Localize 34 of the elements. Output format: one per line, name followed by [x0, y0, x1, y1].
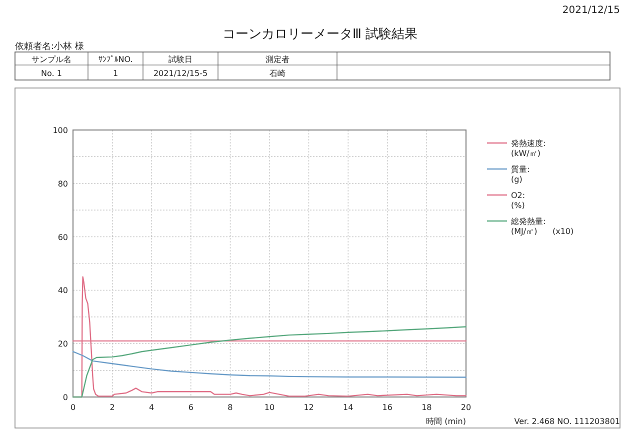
ytick: 100 — [52, 126, 68, 135]
ytick: 40 — [58, 286, 68, 296]
xtick: 20 — [460, 403, 472, 412]
xtick: 10 — [264, 403, 275, 412]
xtick: 16 — [382, 403, 392, 412]
annotation: 測定者 — [266, 55, 290, 64]
annotation: Ver. 2.468 NO. 111203801 — [514, 417, 620, 426]
xtick: 6 — [188, 403, 194, 412]
annotation: 2021/12/15-5 — [153, 69, 208, 78]
xtick: 2 — [110, 403, 115, 412]
title: コーンカロリーメータⅢ 試験結果 — [222, 27, 418, 42]
annotation: ｻﾝﾌﾟﾙNO. — [98, 55, 133, 64]
xtick: 4 — [149, 403, 154, 412]
annotation: No. 1 — [41, 69, 62, 78]
annotation: 1 — [112, 69, 118, 78]
annotation: サンプル名 — [32, 55, 72, 64]
ytick: 60 — [58, 232, 68, 242]
annotation: 依頼者名:小林 様 — [15, 42, 84, 52]
legend-label: 総発熱量: (MJ/㎡) (x10) — [510, 217, 574, 236]
xtick: 12 — [304, 403, 314, 412]
xtick: 8 — [228, 403, 233, 412]
legend-label: O2: (%) — [511, 191, 526, 210]
ytick: 0 — [62, 393, 68, 402]
xtick: 0 — [70, 403, 76, 412]
xtick: 14 — [343, 403, 354, 412]
annotation: 石崎 — [270, 69, 286, 78]
annotation: 2021/12/15 — [562, 5, 620, 16]
legend-label: 質量: (g) — [511, 165, 530, 184]
ytick: 20 — [58, 340, 68, 349]
ytick: 80 — [58, 179, 68, 188]
legend-label: 発熱速度: (kW/㎡) — [511, 139, 546, 158]
xlabel: 時間 (min) — [426, 417, 466, 426]
xtick: 18 — [422, 403, 432, 412]
annotation: 試験日 — [168, 55, 192, 64]
